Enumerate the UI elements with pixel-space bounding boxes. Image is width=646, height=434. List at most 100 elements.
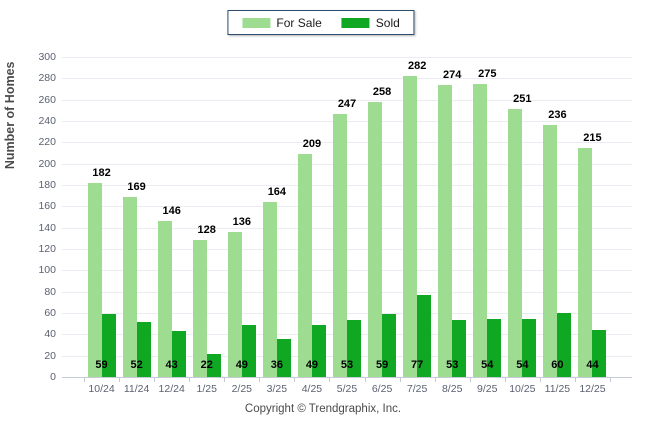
sold-value-label: 59 <box>375 359 389 371</box>
for-sale-value-label: 275 <box>478 67 497 80</box>
y-tick-label: 20 <box>44 349 56 362</box>
sold-value-label: 43 <box>165 359 178 371</box>
y-tick-label: 80 <box>44 285 56 298</box>
gridline <box>62 249 632 250</box>
y-tick-label: 160 <box>38 200 56 213</box>
x-axis-tick <box>294 378 296 382</box>
x-tick-label: 5/25 <box>336 383 358 395</box>
sold-value-label: 49 <box>305 359 319 371</box>
sold-bar <box>241 324 256 377</box>
bar-group-10-25: 251 54 <box>505 57 540 377</box>
x-axis-tick <box>539 378 541 382</box>
sold-bar <box>592 330 607 377</box>
x-axis-tick <box>329 378 331 382</box>
x-axis-tick <box>364 378 366 382</box>
legend-item-for-sale: For Sale <box>242 15 322 30</box>
x-tick-label: 12/25 <box>579 383 606 395</box>
sold-bar <box>346 320 361 377</box>
sold-value-label: 52 <box>130 359 143 371</box>
for-sale-bar <box>297 154 312 377</box>
y-tick-label: 0 <box>50 371 56 383</box>
x-axis-tick <box>259 378 261 382</box>
for-sale-bar <box>192 240 207 377</box>
gridline <box>62 270 632 272</box>
x-axis-tick <box>610 378 611 382</box>
gridline <box>62 142 632 144</box>
legend-label-sold: Sold <box>375 15 400 30</box>
y-tick-label: 40 <box>44 328 56 341</box>
sold-value-label: 59 <box>95 359 108 371</box>
for-sale-bar <box>157 221 172 377</box>
legend-label-for-sale: For Sale <box>276 15 322 30</box>
sold-value-label: 44 <box>586 359 599 371</box>
for-sale-bar <box>332 113 347 377</box>
bar-group-7-25: 282 77 <box>400 57 435 377</box>
sold-value-label: 36 <box>270 359 283 371</box>
for-sale-value-label: 164 <box>267 186 287 199</box>
chart-legend: For Sale Sold <box>227 10 415 35</box>
for-sale-value-label: 215 <box>583 131 602 144</box>
x-tick-label: 11/25 <box>544 383 571 395</box>
sold-bar <box>382 314 397 377</box>
y-tick-label: 200 <box>38 157 56 170</box>
x-axis-tick <box>504 378 506 382</box>
sold-bar <box>136 321 151 377</box>
sold-bar <box>171 331 186 377</box>
for-sale-bar <box>403 76 418 377</box>
sold-swatch <box>341 17 370 28</box>
bar-group-2-25: 136 49 <box>224 57 259 377</box>
plot-area: 0 20 40 60 80 100 120 140 160 180 200 220 240 260 280 3… <box>38 52 632 395</box>
bar-group-1-25: 128 22 <box>189 57 224 377</box>
copyright-text: Copyright © Trendgraphix, Inc. <box>244 403 402 415</box>
x-axis-tick <box>399 378 401 382</box>
sold-bar <box>522 319 537 377</box>
x-tick-label: 10/24 <box>88 383 115 395</box>
bar-group-5-25: 247 53 <box>329 57 364 377</box>
for-sale-value-label: 258 <box>372 85 392 98</box>
sold-value-label: 77 <box>411 359 424 371</box>
for-sale-value-label: 251 <box>513 93 532 106</box>
bar-group-9-25: 275 54 <box>470 57 505 377</box>
for-sale-bar <box>227 231 242 377</box>
y-tick-label: 300 <box>38 51 56 63</box>
y-tick-label: 280 <box>38 72 56 85</box>
x-tick-label: 2/25 <box>231 383 253 395</box>
bar-group-10-24: 182 59 <box>84 57 119 377</box>
sold-value-label: 49 <box>235 359 248 371</box>
x-axis-tick <box>574 378 576 382</box>
sold-bar <box>487 319 502 377</box>
for-sale-value-label: 169 <box>127 180 146 193</box>
x-tick-label: 6/25 <box>371 383 393 395</box>
sold-bar <box>557 313 572 377</box>
x-tick-label: 3/25 <box>266 383 288 395</box>
sold-bar <box>276 338 291 377</box>
bar-group-12-24: 146 43 <box>154 57 189 377</box>
for-sale-value-label: 128 <box>197 224 216 237</box>
gridline <box>62 227 632 229</box>
x-tick-label: 11/24 <box>123 383 150 395</box>
bar-group-11-24: 169 52 <box>119 57 154 377</box>
sold-value-label: 54 <box>481 359 494 371</box>
bar-group-6-25: 258 59 <box>365 57 400 377</box>
for-sale-value-label: 182 <box>92 166 111 179</box>
gridline <box>62 57 632 58</box>
bar-group-8-25: 274 53 <box>435 57 470 377</box>
x-axis-tick <box>189 378 191 382</box>
x-tick-label: 8/25 <box>441 383 463 395</box>
x-axis-tick <box>119 378 121 382</box>
x-axis-tick <box>84 378 85 382</box>
sold-bar <box>101 314 116 377</box>
for-sale-value-label: 282 <box>407 60 427 73</box>
sold-value-label: 53 <box>446 359 459 371</box>
for-sale-value-label: 136 <box>232 215 251 228</box>
sold-bar <box>206 353 221 377</box>
x-axis-tick <box>469 378 471 382</box>
x-axis-tick <box>154 378 156 382</box>
gridline <box>62 78 632 80</box>
for-sale-bar <box>87 182 102 377</box>
x-tick-label: 9/25 <box>477 383 498 395</box>
bar-group-4-25: 209 49 <box>294 57 329 377</box>
for-sale-bar <box>543 125 558 377</box>
sold-value-label: 22 <box>200 359 213 371</box>
